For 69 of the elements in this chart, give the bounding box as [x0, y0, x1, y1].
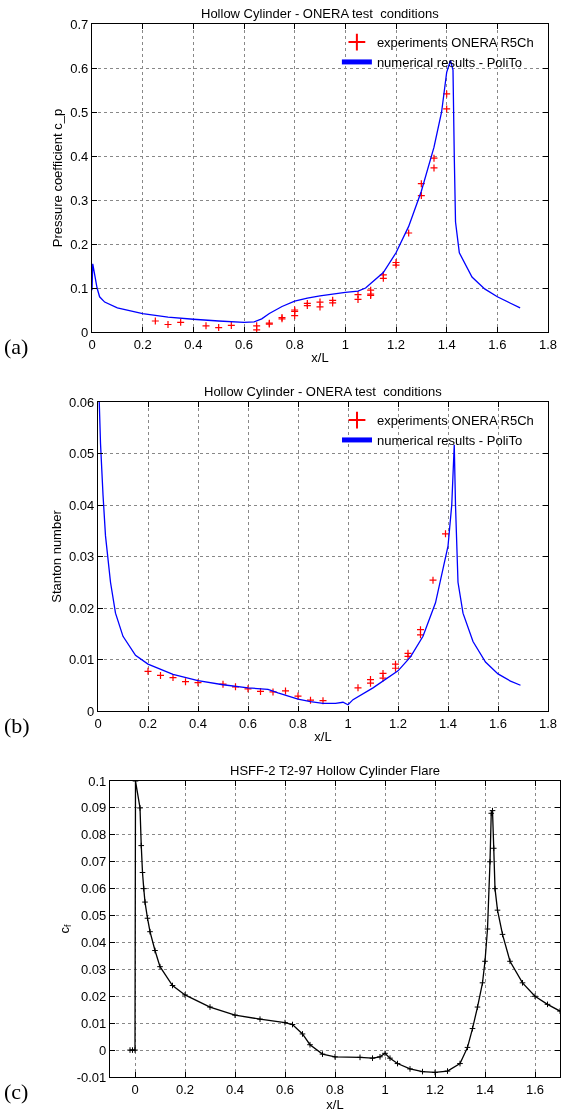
x-tick-label: 0.2 — [175, 1081, 195, 1097]
y-tick-label: 0.4 — [70, 148, 89, 164]
y-tick-label: 0.07 — [80, 854, 107, 870]
x-tick-label: 1.4 — [438, 715, 458, 731]
y-axis-title: Pressure coefficient c_p — [50, 108, 66, 248]
x-tick-label: 1.4 — [475, 1081, 495, 1097]
y-tick-label: 0.08 — [80, 827, 107, 843]
x-tick-label: 1.6 — [525, 1081, 545, 1097]
text: (b) — [4, 713, 30, 738]
x-tick-label: 0.8 — [288, 715, 308, 731]
y-tick-label: 0.09 — [80, 800, 107, 816]
legend-label: numerical results - PoliTo — [376, 55, 523, 70]
x-tick-label: 0.4 — [225, 1081, 245, 1097]
x-tick-label: 0.8 — [325, 1081, 345, 1097]
x-tick-label: 0.4 — [184, 336, 203, 352]
x-tick-label: 1.4 — [437, 336, 456, 352]
y-tick-label: 0.1 — [70, 280, 89, 296]
x-tick-label: 0 — [131, 1081, 139, 1097]
x-tick-label: 1.2 — [425, 1081, 445, 1097]
y-tick-label: 0 — [87, 703, 95, 719]
x-tick-label: 1.8 — [538, 715, 558, 731]
y-tick-label: 0.03 — [80, 961, 107, 977]
y-tick-label: 0.02 — [68, 600, 95, 616]
y-tick-label: 0.6 — [70, 60, 89, 76]
x-axis-title: x/L — [311, 350, 329, 366]
x-tick-label: 1.8 — [538, 336, 558, 352]
x-tick-label: 0.2 — [133, 336, 152, 352]
y-tick-label: 0.01 — [80, 1015, 107, 1031]
y-axis-title: Stanton number — [48, 509, 64, 603]
y-tick-label: 0.05 — [80, 908, 107, 924]
x-tick-label: 1.6 — [488, 336, 507, 352]
text: (a) — [4, 334, 29, 359]
y-tick-label: 0.04 — [80, 935, 107, 950]
x-axis-title: x/L — [314, 729, 332, 745]
legend-label: experiments ONERA R5Ch — [376, 35, 534, 51]
x-tick-label: 1 — [341, 336, 349, 352]
legend-label: experiments ONERA R5Ch — [377, 413, 534, 429]
y-tick-label: 0.06 — [80, 881, 107, 897]
y-tick-label: -0.01 — [76, 1069, 107, 1085]
text: (c) — [4, 1079, 29, 1104]
chart-title: HSFF-2 T2-97 Hollow Cylinder Flare — [230, 763, 440, 778]
y-tick-label: 0.01 — [68, 652, 95, 668]
x-tick-label: 0.6 — [234, 336, 254, 352]
y-tick-label: 0.02 — [80, 988, 107, 1004]
x-tick-label: 1.2 — [388, 715, 408, 731]
y-tick-label: 0 — [99, 1042, 107, 1058]
y-tick-label: 0.7 — [70, 16, 89, 32]
x-axis-title: x/L — [326, 1096, 344, 1112]
x-tick-label: 1 — [344, 715, 352, 731]
legend-label: numerical results - PoliTo — [377, 433, 523, 449]
x-tick-label: 0.4 — [188, 715, 208, 731]
x-tick-label: 1.2 — [386, 336, 406, 352]
y-tick-label: 0.2 — [70, 236, 89, 252]
chart-title: Hollow Cylinder - ONERA test conditions — [204, 384, 443, 399]
y-tick-label: 0 — [81, 324, 89, 340]
x-tick-label: 0.6 — [238, 715, 258, 731]
y-tick-label: 0.04 — [68, 497, 95, 513]
y-tick-label: 0.06 — [68, 394, 95, 410]
y-tick-label: 0.05 — [68, 446, 95, 462]
x-tick-label: 0.2 — [138, 715, 158, 731]
x-tick-label: 0.8 — [285, 336, 304, 352]
y-tick-label: 0.3 — [70, 192, 89, 208]
chart-title: Hollow Cylinder - ONERA test conditions — [201, 6, 440, 21]
x-tick-label: 1 — [381, 1081, 389, 1097]
y-tick-label: 0.1 — [88, 773, 107, 789]
x-tick-label: 0.6 — [275, 1081, 295, 1097]
x-tick-label: 1.6 — [488, 715, 508, 731]
y-tick-label: 0.03 — [68, 549, 95, 565]
y-tick-label: 0.5 — [70, 104, 89, 120]
